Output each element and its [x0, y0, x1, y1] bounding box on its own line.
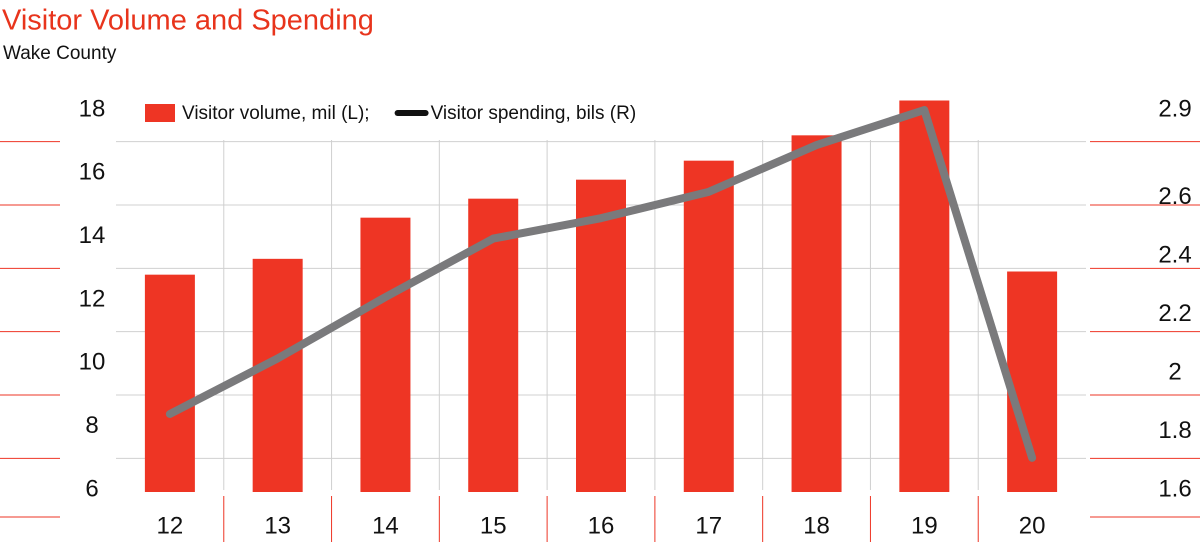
bar: [791, 135, 842, 493]
line: [165, 106, 1037, 462]
x-tick-label: 17: [695, 512, 722, 539]
y2-tick-label: 1.6: [1158, 475, 1191, 502]
y2-tick-label: 2.6: [1158, 183, 1191, 210]
legend-swatch: [145, 104, 175, 122]
x-tick-label: 13: [264, 512, 291, 539]
legend-label: Visitor volume, mil (L);: [182, 103, 370, 124]
bar: [683, 160, 734, 492]
chart-title: Visitor Volume and Spending: [2, 5, 374, 37]
chart-subtitle: Wake County: [3, 43, 117, 64]
x-tick-label: 16: [588, 512, 615, 539]
x-tick-label: 15: [480, 512, 507, 539]
x-tick-label: 18: [803, 512, 830, 539]
y-tick-label: 10: [79, 349, 106, 376]
bar: [144, 274, 195, 492]
y-tick-label: 8: [85, 412, 98, 439]
y-tick-label: 16: [79, 159, 106, 186]
y-tick-label: 12: [79, 285, 106, 312]
bar: [360, 217, 411, 492]
bar: [576, 179, 626, 492]
x-tick-label: 20: [1019, 512, 1046, 539]
bar: [252, 258, 303, 492]
y2-tick-label: 2.9: [1158, 95, 1191, 122]
y2-tick-label: 2: [1168, 358, 1181, 385]
legend-label: Visitor spending, bils (R): [431, 103, 637, 124]
y2-tick-label: 2.4: [1158, 241, 1191, 268]
y-tick-label: 18: [79, 95, 106, 122]
x-tick-label: 12: [157, 512, 184, 539]
y2-tick-label: 1.8: [1158, 417, 1191, 444]
y-tick-label: 14: [79, 222, 106, 249]
y-tick-label: 6: [85, 475, 98, 502]
x-tick-label: 19: [911, 512, 938, 539]
y2-tick-label: 2.2: [1158, 300, 1191, 327]
x-tick-label: 14: [372, 512, 399, 539]
